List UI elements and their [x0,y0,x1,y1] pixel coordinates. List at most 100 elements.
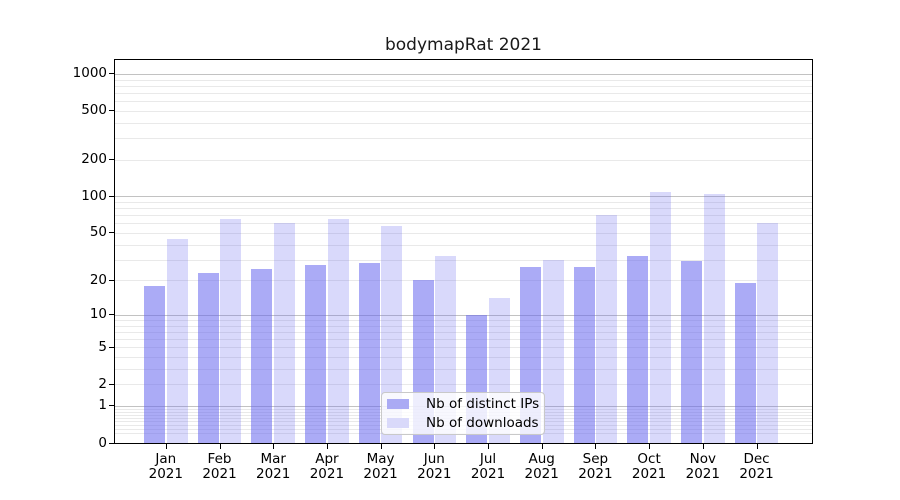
x-tick-mark [649,444,651,449]
chart-title: bodymapRat 2021 [384,35,542,55]
x-tick-label-feb: Feb 2021 [202,451,237,482]
minor-gridline [115,320,812,321]
legend-swatch-downloads-icon [387,417,409,428]
major-gridline [115,73,812,75]
y-tick-label: 500 [81,102,107,119]
bar-may-downloads [381,226,403,443]
x-tick-mark [273,444,275,449]
x-tick-label-sep: Sep 2021 [578,451,613,482]
x-tick-mark [541,444,543,449]
y-tick-mark [109,383,114,385]
x-tick-mark [756,444,758,449]
legend-item-downloads: Nb of downloads [387,414,539,433]
y-tick-label: 0 [98,434,107,451]
legend: Nb of distinct IPs Nb of downloads [381,392,545,435]
y-tick-mark [109,346,114,348]
bar-apr-distinct-ips [305,265,327,443]
legend-swatch-distinct-ips-icon [387,399,409,410]
major-gridline [115,314,812,316]
bar-mar-downloads [274,222,295,443]
legend-label-distinct-ips: Nb of distinct IPs [426,396,540,413]
minor-gridline [115,368,812,370]
y-tick-label: 2 [98,375,107,392]
y-tick-label: 10 [89,306,107,323]
x-tick-mark [488,444,489,449]
minor-gridline [115,244,812,246]
y-tick-mark [109,73,114,75]
x-tick-label-nov: Nov 2021 [685,451,720,482]
x-tick-label-oct: Oct 2021 [631,451,667,482]
x-tick-mark [380,444,382,449]
legend-label-downloads: Nb of downloads [426,414,539,431]
minor-gridline [115,259,812,261]
minor-gridline [115,79,812,81]
x-tick-label-aug: Aug 2021 [524,451,559,482]
x-tick-mark [702,444,704,449]
minor-gridline [115,92,812,94]
minor-gridline [115,122,812,124]
minor-gridline [115,101,812,103]
minor-gridline [115,215,812,217]
x-tick-mark [595,444,597,449]
minor-gridline [115,159,812,161]
y-tick-label: 20 [89,271,107,288]
x-tick-label-jun: Jun 2021 [417,451,452,482]
minor-gridline [115,347,812,349]
bar-sep-distinct-ips [573,266,595,443]
major-gridline [115,196,812,198]
x-tick-label-may: May 2021 [363,451,398,482]
y-tick-label: 5 [98,338,107,355]
y-tick-label: 200 [81,151,107,168]
minor-gridline [115,331,812,333]
minor-gridline [115,232,812,234]
bar-apr-downloads [327,219,349,443]
x-tick-label-dec: Dec 2021 [739,451,774,482]
bar-feb-distinct-ips [197,273,219,443]
y-tick-mark [109,232,114,234]
legend-item-distinct-ips: Nb of distinct IPs [387,395,540,414]
x-tick-mark [219,444,221,449]
minor-gridline [115,280,812,282]
y-tick-mark [109,279,114,281]
bar-feb-downloads [220,219,242,443]
y-tick-mark [109,110,114,112]
minor-gridline [115,85,812,87]
y-tick-mark [109,405,114,407]
minor-gridline [115,208,812,210]
bar-oct-downloads [649,192,671,443]
x-tick-label-jan: Jan 2021 [148,451,183,482]
minor-gridline [115,202,812,204]
x-tick-mark [326,444,328,449]
x-tick-label-apr: Apr 2021 [309,451,345,482]
y-tick-label: 1 [98,397,107,414]
minor-gridline [115,384,812,386]
bar-mar-distinct-ips [251,269,273,443]
y-tick-label: 100 [81,187,107,204]
x-tick-mark [434,444,436,449]
minor-gridline [115,223,812,225]
y-tick-label: 50 [89,224,107,241]
plot-canvas [115,60,812,443]
x-tick-label-jul: Jul 2021 [470,451,506,482]
x-tick-label-mar: Mar 2021 [256,451,291,482]
bar-oct-distinct-ips [627,256,649,443]
bar-jan-distinct-ips [144,285,165,443]
minor-gridline [115,357,812,359]
bar-nov-downloads [703,194,725,443]
bar-may-distinct-ips [358,263,380,443]
y-tick-label: 1000 [72,65,107,82]
minor-gridline [115,339,812,341]
y-tick-mark [109,314,114,316]
y-tick-mark [109,159,114,161]
bar-aug-downloads [542,259,564,443]
minor-gridline [115,110,812,112]
bar-sep-downloads [596,215,618,443]
y-tick-mark [109,195,114,197]
y-tick-mark [109,442,114,444]
bar-jan-downloads [166,238,188,443]
x-tick-mark [165,444,167,449]
plot-area [114,59,813,444]
bar-dec-distinct-ips [734,283,756,443]
bar-nov-distinct-ips [681,261,702,443]
